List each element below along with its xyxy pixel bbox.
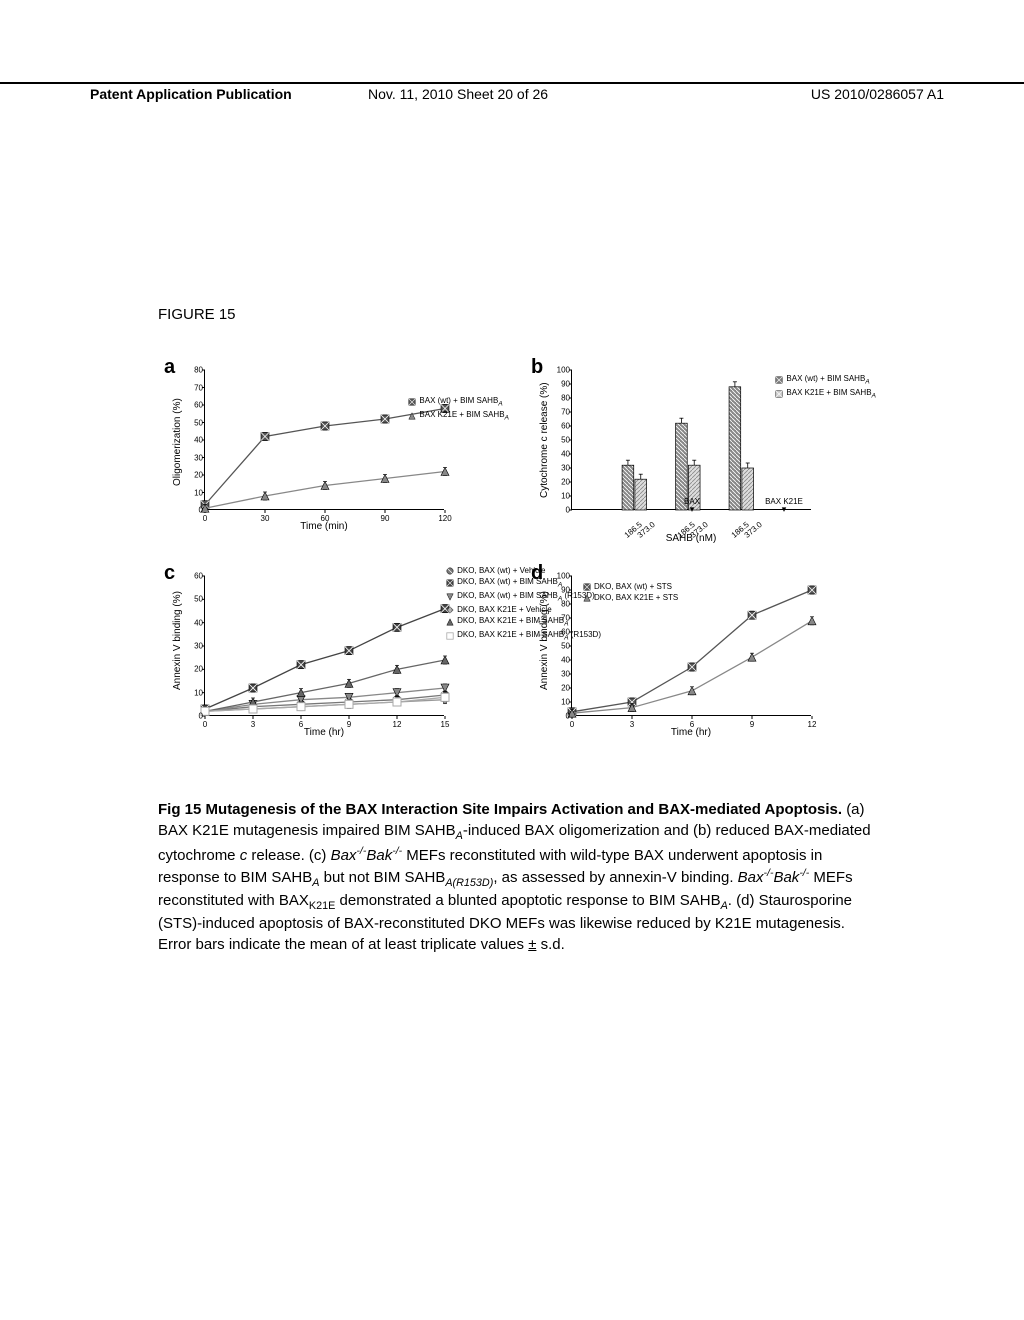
svg-text:▾: ▾: [690, 504, 695, 514]
figure-caption: Fig 15 Mutagenesis of the BAX Interactio…: [158, 800, 878, 955]
caption-bax: Bax: [331, 847, 357, 864]
panel-a-svg: [205, 370, 445, 510]
caption-sd: s.d.: [536, 936, 564, 953]
header-mid: Nov. 11, 2010 Sheet 20 of 26: [368, 86, 548, 102]
caption-sub-a: A: [456, 830, 463, 842]
panel-b-label: b: [531, 356, 543, 379]
panel-b-legend: BAX (wt) + BIM SAHBABAX K21E + BIM SAHBA: [775, 374, 876, 402]
panel-a-legend: BAX (wt) + BIM SAHBABAX K21E + BIM SAHBA: [408, 396, 509, 424]
caption-c5: demonstrated a blunted apoptotic respons…: [335, 892, 720, 909]
panel-b: b Cytochrome c release (%) BAXBAX K21E▾▾…: [525, 356, 878, 556]
header-right: US 2010/0286057 A1: [811, 86, 944, 102]
caption-sub-a3: A: [721, 900, 728, 912]
caption-title-text: Mutagenesis of the BAX Interaction Site …: [206, 801, 842, 818]
caption-a3: release. (c): [247, 847, 330, 864]
header-left: Patent Application Publication: [90, 86, 292, 102]
panel-d-legend: DKO, BAX (wt) + STSDKO, BAX K21E + STS: [583, 582, 678, 604]
panel-c: c Annexin V binding (%) 0102030405060036…: [158, 562, 511, 762]
panel-c-plot: 010203040506003691215: [204, 576, 444, 716]
caption-bak2: Bak: [773, 869, 799, 886]
caption-sup3: -/-: [764, 867, 774, 879]
panel-d-ytitle: Annexin V binding (%): [539, 591, 550, 690]
svg-text:▾: ▾: [782, 504, 787, 514]
caption-sub-k21e: K21E: [309, 900, 335, 912]
caption-c3: , as assessed by annexin-V binding.: [493, 869, 737, 886]
caption-lead: Fig 15: [158, 801, 201, 818]
figure-label: FIGURE 15: [158, 306, 236, 323]
panel-a: a Oligomerization (%) 010203040506070800…: [158, 356, 511, 556]
panel-c-svg: [205, 576, 445, 716]
panel-c-ytitle: Annexin V binding (%): [172, 591, 183, 690]
panel-a-xtitle: Time (min): [204, 521, 444, 532]
panel-a-label: a: [164, 356, 175, 379]
panel-a-plot: 010203040506070800306090120: [204, 370, 444, 510]
panel-d: d Annexin V binding (%) 0102030405060708…: [525, 562, 878, 762]
caption-sup4: -/-: [799, 867, 809, 879]
panel-d-label: d: [531, 562, 543, 585]
caption-c2: but not BIM SAHB: [319, 869, 445, 886]
panel-c-xtitle: Time (hr): [204, 727, 444, 738]
panel-b-xtitle: SAHB (nM): [571, 533, 811, 544]
caption-sup1: -/-: [356, 845, 366, 857]
panel-c-label: c: [164, 562, 175, 585]
panel-a-ytitle: Oligomerization (%): [172, 398, 183, 486]
figure-grid: a Oligomerization (%) 010203040506070800…: [158, 356, 878, 762]
caption-bak: Bak: [366, 847, 392, 864]
caption-sup2: -/-: [392, 845, 402, 857]
caption-sub-r153: A(R153D): [445, 877, 493, 889]
panel-d-xtitle: Time (hr): [571, 727, 811, 738]
panel-b-ytitle: Cytochrome c release (%): [539, 382, 550, 498]
caption-bax2: Bax: [738, 869, 764, 886]
page-header: Patent Application Publication Nov. 11, …: [0, 82, 1024, 104]
